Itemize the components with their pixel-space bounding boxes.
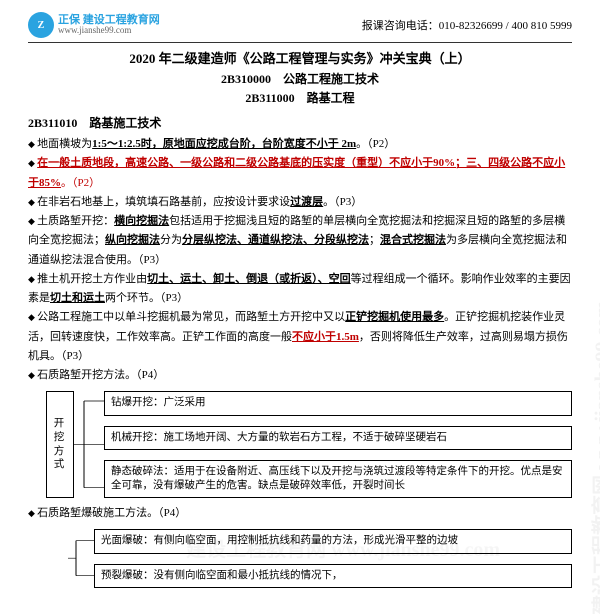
- text-segment: 切土、运土、卸土、倒退（或折返）、空回: [147, 273, 351, 285]
- text-segment: 石质路堑爆破施工方法。（P4）: [37, 507, 186, 519]
- bullet-item: 公路工程施工中以单斗挖掘机最为常见，而路堑土方开挖中又以正铲挖掘机使用最多。正铲…: [28, 308, 572, 366]
- text-segment: 混合式挖掘法: [380, 234, 446, 246]
- text-segment: 不应小于1.5m: [292, 331, 359, 343]
- text-segment: 。（P2）: [356, 138, 395, 150]
- bullet-list: 地面横坡为1:5～1:2.5时，原地面应挖成台阶，台阶宽度不小于 2m。（P2）…: [28, 135, 572, 385]
- tree-box: 静态破碎法：适用于在设备附近、高压线下以及开挖与浇筑过渡段等特定条件下的开挖。优…: [104, 460, 572, 498]
- text-segment: 正铲挖掘机使用最多: [345, 311, 444, 323]
- bullet-item: 地面横坡为1:5～1:2.5时，原地面应挖成台阶，台阶宽度不小于 2m。（P2）: [28, 135, 572, 154]
- main-title: 2020 年二级建造师《公路工程管理与实务》冲关宝典（上）: [28, 49, 572, 70]
- text-segment: 公路工程施工中以单斗挖掘机最为常见，而路堑土方开挖中又以: [37, 311, 345, 323]
- text-segment: ；: [369, 234, 380, 246]
- tree-row: 静态破碎法：适用于在设备附近、高压线下以及开挖与浇筑过渡段等特定条件下的开挖。优…: [104, 460, 572, 498]
- text-segment: 石质路堑开挖方法。（P4）: [37, 369, 164, 381]
- tree-item-text: 施工场地开阔、大方量的软岩石方工程，不适于破碎坚硬岩石: [164, 432, 448, 443]
- sub-title-2: 2B311000 路基工程: [28, 89, 572, 108]
- text-segment: 在一般土质地段，高速公路、一级公路和二级公路基底的压实度（重型）不应小于90%；…: [28, 157, 565, 188]
- bullet-item: 石质路堑开挖方法。（P4）: [28, 366, 572, 385]
- tree-box: 钻爆开挖：广泛采用: [104, 391, 572, 415]
- text-segment: 地面横坡为: [37, 138, 92, 150]
- text-segment: 分层纵挖法、通道纵挖法、分段纵挖法: [182, 234, 369, 246]
- tree-item-text: 没有侧向临空面和最小抵抗线的情况下，: [154, 570, 343, 581]
- watermark: 建设工程教育网 www.jianshe99.com: [586, 301, 600, 615]
- sub-title-1: 2B310000 公路工程施工技术: [28, 70, 572, 89]
- text-segment: 。（P2）: [61, 177, 100, 189]
- bullet-list-2: 石质路堑爆破施工方法。（P4）: [28, 504, 572, 523]
- tree-item-label: 预裂爆破：: [101, 570, 154, 581]
- tree-item-text: 有侧向临空面，用控制抵抗线和药量的方法，形成光滑平整的边坡: [154, 535, 459, 546]
- tree-item-text: 广泛采用: [164, 397, 206, 408]
- bullet-item: 推土机开挖土方作业由切土、运土、卸土、倒退（或折返）、空回等过程组成一个循环。影…: [28, 270, 572, 309]
- text-segment: 1:5～1:2.5时，原地面应挖成台阶，台阶宽度不小于 2m: [92, 138, 356, 150]
- tree-row: 机械开挖：施工场地开阔、大方量的软岩石方工程，不适于破碎坚硬岩石: [104, 426, 572, 450]
- tree-item-label: 机械开挖：: [111, 432, 164, 443]
- tree-blasting: 光面爆破：有侧向临空面，用控制抵抗线和药量的方法，形成光滑平整的边坡预裂爆破：没…: [68, 529, 572, 587]
- section-heading: 2B311010 路基施工技术: [28, 114, 572, 131]
- tree-box: 预裂爆破：没有侧向临空面和最小抵抗线的情况下，: [94, 564, 572, 588]
- tree-box: 机械开挖：施工场地开阔、大方量的软岩石方工程，不适于破碎坚硬岩石: [104, 426, 572, 450]
- tree-row: 预裂爆破：没有侧向临空面和最小抵抗线的情况下，: [94, 564, 572, 588]
- text-segment: 切土和运土: [50, 292, 105, 304]
- text-segment: 两个环节。（P3）: [105, 292, 188, 304]
- text-segment: 推土机开挖土方作业由: [37, 273, 147, 285]
- text-segment: 过渡层: [290, 196, 323, 208]
- text-segment: 横向挖掘法: [114, 215, 169, 227]
- brand-url: www.jianshe99.com: [58, 26, 160, 36]
- bullet-item: 土质路堑开挖：横向挖掘法包括适用于挖掘浅且短的路堑的单层横向全宽挖掘法和挖掘深且…: [28, 212, 572, 270]
- hotline: 报课咨询电话：010-82326699 / 400 810 5999: [362, 17, 572, 33]
- header: Z 正保 建设工程教育网 www.jianshe99.com 报课咨询电话：01…: [28, 12, 572, 43]
- text-segment: 。（P3）: [323, 196, 362, 208]
- tree-item-text: 适用于在设备附近、高压线下以及开挖与浇筑过渡段等特定条件下的开挖。优点是安全可靠…: [111, 466, 563, 491]
- tree-excavation: 开挖方式 钻爆开挖：广泛采用机械开挖：施工场地开阔、大方量的软岩石方工程，不适于…: [46, 391, 572, 498]
- tree-root-label: 开挖方式: [46, 391, 74, 498]
- title-block: 2020 年二级建造师《公路工程管理与实务》冲关宝典（上） 2B310000 公…: [28, 49, 572, 108]
- text-segment: 土质路堑开挖：: [37, 215, 114, 227]
- text-segment: 分为: [160, 234, 182, 246]
- tree-row: 钻爆开挖：广泛采用: [104, 391, 572, 415]
- tree-item-label: 光面爆破：: [101, 535, 154, 546]
- tree-item-label: 钻爆开挖：: [111, 397, 164, 408]
- bullet-item: 石质路堑爆破施工方法。（P4）: [28, 504, 572, 523]
- bullet-item: 在一般土质地段，高速公路、一级公路和二级公路基底的压实度（重型）不应小于90%；…: [28, 154, 572, 193]
- tree-box: 光面爆破：有侧向临空面，用控制抵抗线和药量的方法，形成光滑平整的边坡: [94, 529, 572, 553]
- tree-item-label: 静态破碎法：: [111, 466, 174, 477]
- text-segment: 纵向挖掘法: [105, 234, 160, 246]
- bullet-item: 在非岩石地基上，填筑填石路基前，应按设计要求设过渡层。（P3）: [28, 193, 572, 212]
- brand-logo: Z 正保 建设工程教育网 www.jianshe99.com: [28, 12, 160, 38]
- text-segment: 在非岩石地基上，填筑填石路基前，应按设计要求设: [37, 196, 290, 208]
- logo-icon: Z: [28, 12, 54, 38]
- tree-row: 光面爆破：有侧向临空面，用控制抵抗线和药量的方法，形成光滑平整的边坡: [94, 529, 572, 553]
